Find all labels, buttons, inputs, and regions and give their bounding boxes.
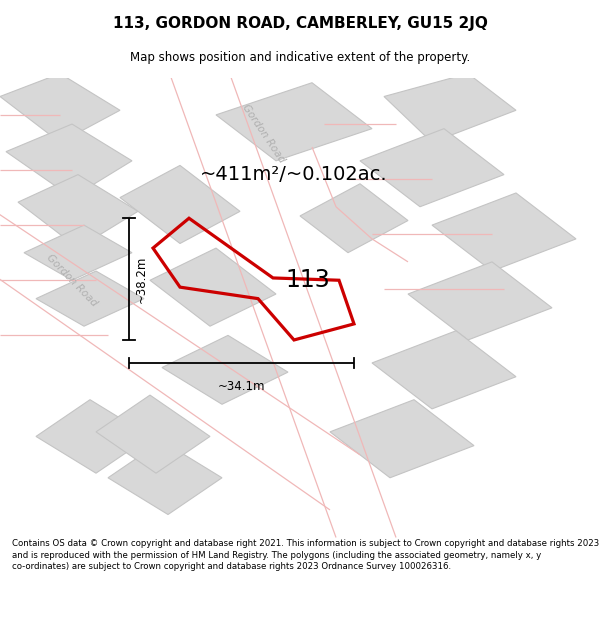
Polygon shape <box>36 271 144 326</box>
Polygon shape <box>6 124 132 198</box>
Polygon shape <box>18 174 138 248</box>
Text: ~34.1m: ~34.1m <box>218 381 265 393</box>
Polygon shape <box>120 166 240 244</box>
Polygon shape <box>384 74 516 142</box>
Polygon shape <box>372 331 516 409</box>
Text: Contains OS data © Crown copyright and database right 2021. This information is : Contains OS data © Crown copyright and d… <box>12 539 599 571</box>
Text: Gordon Road: Gordon Road <box>241 102 287 164</box>
Text: ~411m²/~0.102ac.: ~411m²/~0.102ac. <box>200 165 388 184</box>
Polygon shape <box>36 400 150 473</box>
Text: ~38.2m: ~38.2m <box>135 256 148 302</box>
Polygon shape <box>108 441 222 514</box>
Polygon shape <box>360 129 504 207</box>
Text: Map shows position and indicative extent of the property.: Map shows position and indicative extent… <box>130 51 470 64</box>
Polygon shape <box>0 74 120 142</box>
Polygon shape <box>150 248 276 326</box>
Polygon shape <box>162 336 288 404</box>
Text: 113, GORDON ROAD, CAMBERLEY, GU15 2JQ: 113, GORDON ROAD, CAMBERLEY, GU15 2JQ <box>113 16 487 31</box>
Polygon shape <box>24 225 132 280</box>
Polygon shape <box>432 193 576 271</box>
Text: Gordon Road: Gordon Road <box>45 253 99 308</box>
Polygon shape <box>330 400 474 478</box>
Text: 113: 113 <box>285 268 330 292</box>
Polygon shape <box>408 262 552 340</box>
Polygon shape <box>96 395 210 473</box>
Polygon shape <box>300 184 408 253</box>
Polygon shape <box>216 82 372 161</box>
